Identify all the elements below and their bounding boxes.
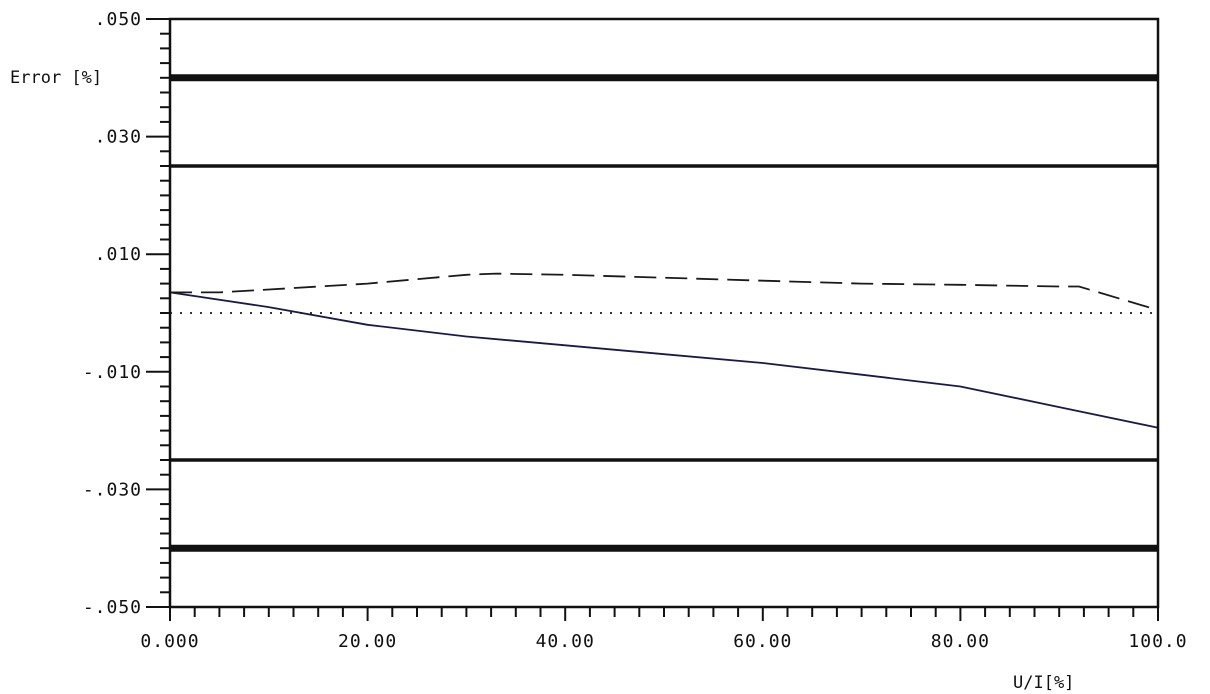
x-axis-tick-labels: 0.000 20.00 40.00 60.00 80.00 100.0: [140, 631, 1187, 652]
y-tick-label: -.030: [83, 479, 142, 500]
x-tick-label: 40.00: [536, 631, 595, 652]
limit-lines: [170, 74, 1158, 552]
series-line-dashed: [170, 272, 1159, 311]
y-tick-label: .010: [95, 244, 142, 265]
y-axis-tick-labels: .050 .030 .010 -.010 -.030 -.050: [83, 9, 142, 618]
series-line-solid: [169, 291, 1159, 429]
series-layer: [169, 272, 1159, 429]
x-tick-label: 20.00: [338, 631, 397, 652]
y-tick-label: .030: [95, 127, 142, 148]
x-axis-title: U/I[%]: [1013, 673, 1074, 693]
x-tick-label: 80.00: [931, 631, 990, 652]
y-tick-label: -.010: [83, 362, 142, 383]
x-tick-label: 100.0: [1128, 631, 1187, 652]
x-axis-ticks: [169, 607, 1159, 621]
x-tick-label: 60.00: [733, 631, 792, 652]
plot-frame: [168, 17, 1160, 609]
x-tick-label: 0.000: [140, 631, 199, 652]
y-tick-label: -.050: [83, 597, 142, 618]
y-axis-title: Error [%]: [10, 68, 102, 88]
y-tick-label: .050: [95, 9, 142, 30]
y-axis-ticks: [146, 18, 170, 608]
